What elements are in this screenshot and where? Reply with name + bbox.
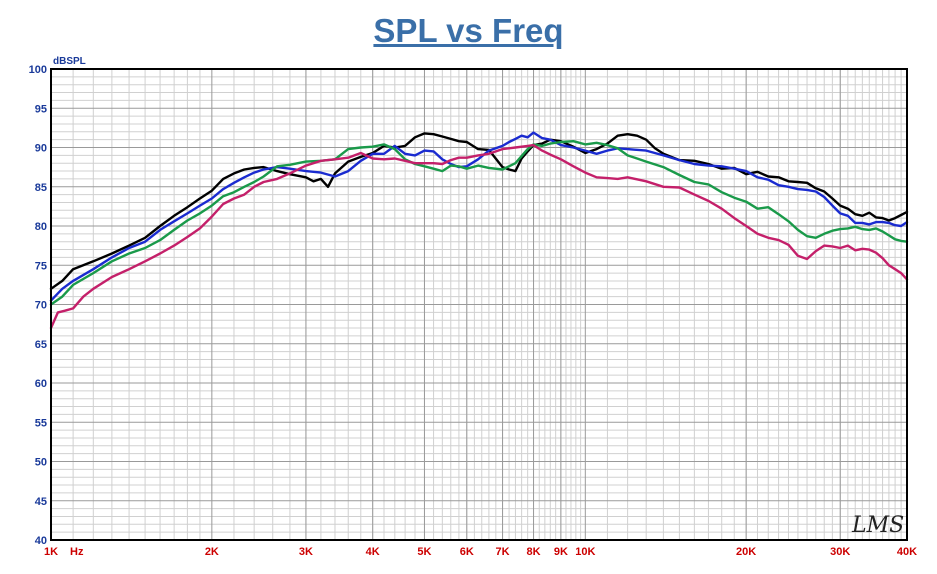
- y-tick-label: 80: [35, 221, 47, 233]
- x-tick-label: 9K: [554, 546, 568, 558]
- y-tick-label: 50: [35, 457, 47, 469]
- y-tick-label: 65: [35, 339, 47, 351]
- chart-title: SPL vs Freq: [373, 12, 564, 49]
- series-line-4: [49, 143, 909, 330]
- y-tick-label: 45: [35, 496, 47, 508]
- x-tick-label: 3K: [299, 546, 313, 558]
- x-tick-label: 40K: [897, 546, 917, 558]
- x-tick-label: 10K: [575, 546, 595, 558]
- x-tick-label: 2K: [205, 546, 219, 558]
- y-tick-label: 40: [35, 535, 47, 547]
- x-tick-label: 5K: [417, 546, 431, 558]
- y-tick-label: 70: [35, 300, 47, 312]
- y-tick-label: 60: [35, 378, 47, 390]
- x-tick-label: 4K: [366, 546, 380, 558]
- series-layer: [49, 131, 909, 330]
- x-tick-label: 8K: [527, 546, 541, 558]
- y-tick-label: 100: [29, 64, 47, 76]
- series-line-2: [49, 131, 909, 302]
- x-tick-labels: 1K 2K 3K 4K 5K 6K 7K 8K 9K 10K 20K 30K 40K: [44, 546, 917, 558]
- plot-frame: [50, 68, 908, 541]
- y-tick-labels: 40 45 50 55 60 65 70 75 80 85 90 95 100: [29, 64, 47, 547]
- series-line-3: [49, 139, 909, 306]
- series-line-1: [49, 132, 909, 290]
- y-tick-label: 75: [35, 260, 47, 272]
- lms-watermark: LMS: [851, 513, 904, 538]
- y-tick-label: 55: [35, 417, 47, 429]
- y-axis-label: dBSPL: [53, 56, 86, 67]
- x-tick-label: 7K: [496, 546, 510, 558]
- x-tick-label: 30K: [830, 546, 850, 558]
- x-tick-label: 20K: [736, 546, 756, 558]
- y-tick-label: 90: [35, 143, 47, 155]
- x-tick-label: 6K: [460, 546, 474, 558]
- x-axis-unit: Hz: [70, 546, 84, 558]
- y-tick-label: 85: [35, 182, 47, 194]
- x-tick-label: 1K: [44, 546, 58, 558]
- y-tick-label: 95: [35, 103, 47, 115]
